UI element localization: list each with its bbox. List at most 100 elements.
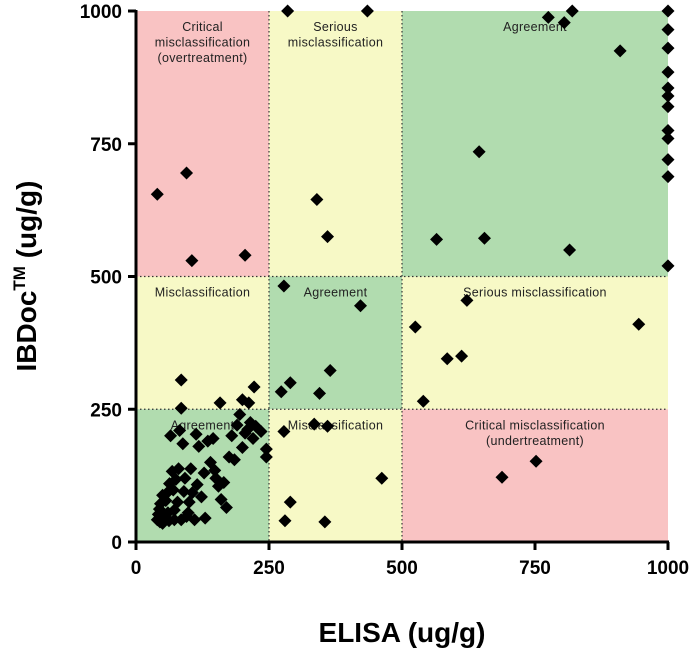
data-point xyxy=(477,231,491,245)
data-point xyxy=(190,478,204,492)
zone-dividers xyxy=(136,11,668,542)
data-point xyxy=(277,279,291,293)
data-point xyxy=(283,495,297,509)
data-point xyxy=(174,401,188,415)
zone-5 xyxy=(402,276,668,410)
zone-label: Serious misclassification xyxy=(463,286,607,300)
data-point xyxy=(472,145,486,159)
data-point xyxy=(238,248,252,262)
data-point xyxy=(661,131,675,145)
data-point xyxy=(661,259,675,273)
zone-label: Agreement xyxy=(304,286,368,300)
data-point xyxy=(176,437,190,451)
data-point xyxy=(242,396,256,410)
y-axis-title: IBDocTM (ug/g) xyxy=(10,181,42,372)
data-point xyxy=(661,170,675,184)
data-point xyxy=(217,476,231,490)
data-point xyxy=(460,293,474,307)
data-point xyxy=(318,515,332,529)
data-point xyxy=(150,187,164,201)
data-point xyxy=(180,166,194,180)
y-axis-title-superscript: TM xyxy=(10,266,29,291)
data-point xyxy=(281,4,295,18)
data-point xyxy=(249,419,263,433)
data-point xyxy=(274,385,288,399)
data-point xyxy=(227,453,241,467)
x-tick-label: 0 xyxy=(131,558,142,579)
zone-8 xyxy=(402,409,668,542)
x-tick-label: 1000 xyxy=(647,558,689,579)
data-point xyxy=(354,299,368,313)
data-point xyxy=(172,462,186,476)
data-point xyxy=(661,65,675,79)
data-point xyxy=(661,89,675,103)
data-point xyxy=(173,423,187,437)
data-point xyxy=(208,463,222,477)
zone-label: misclassification xyxy=(288,36,383,50)
data-point xyxy=(375,471,389,485)
y-tick-label: 750 xyxy=(90,135,122,156)
data-point xyxy=(181,506,195,520)
data-points xyxy=(150,4,675,530)
y-tick-label: 250 xyxy=(90,400,122,421)
zone-1 xyxy=(269,11,402,277)
data-point xyxy=(259,450,273,464)
data-point xyxy=(277,425,291,439)
data-point xyxy=(206,431,220,445)
zone-label: misclassification xyxy=(155,36,250,50)
data-point xyxy=(170,495,184,509)
data-point xyxy=(455,349,469,363)
zone-0 xyxy=(136,11,269,277)
data-point xyxy=(225,429,239,443)
data-point xyxy=(230,418,244,432)
data-point xyxy=(632,317,646,331)
data-point xyxy=(283,376,297,390)
data-point xyxy=(321,419,335,433)
y-tick-label: 0 xyxy=(111,533,122,554)
data-point xyxy=(529,454,543,468)
data-point xyxy=(661,4,675,18)
data-point xyxy=(188,513,202,527)
data-point xyxy=(233,408,247,422)
data-point xyxy=(416,394,430,408)
zone-3 xyxy=(136,276,269,410)
zone-labels: Criticalmisclassification(overtreatment)… xyxy=(155,20,607,448)
data-point xyxy=(323,363,337,377)
data-point xyxy=(178,471,192,485)
data-point xyxy=(185,254,199,268)
data-point xyxy=(613,44,627,58)
zone-label: Misclassification xyxy=(155,286,250,300)
x-tick-label: 500 xyxy=(386,558,418,579)
data-point xyxy=(174,373,188,387)
data-point xyxy=(219,500,233,514)
y-axis-title-unit: (ug/g) xyxy=(11,181,42,267)
data-point xyxy=(557,16,571,30)
data-point xyxy=(247,380,261,394)
data-point xyxy=(169,472,183,486)
data-point xyxy=(661,153,675,167)
zone-label: Serious xyxy=(313,20,357,34)
zone-label: Agreement xyxy=(171,418,235,432)
data-point xyxy=(235,440,249,454)
data-point xyxy=(184,462,198,476)
x-tick-label: 750 xyxy=(519,558,551,579)
data-point xyxy=(440,352,454,366)
tick-labels: 0 250 500 750 1000 0 250 500 750 1000 xyxy=(80,2,689,579)
data-point xyxy=(310,193,324,207)
x-tick-label: 250 xyxy=(253,558,285,579)
data-point xyxy=(259,442,273,456)
data-point xyxy=(321,230,335,244)
data-point xyxy=(565,4,579,18)
zone-label: (overtreatment) xyxy=(158,51,248,65)
data-point xyxy=(541,10,555,24)
data-point xyxy=(430,232,444,246)
data-point xyxy=(313,386,327,400)
data-point xyxy=(214,493,228,507)
y-tick-label: 1000 xyxy=(80,2,122,23)
data-point xyxy=(198,511,212,525)
data-point xyxy=(408,320,422,334)
data-point xyxy=(194,490,208,504)
data-point xyxy=(661,23,675,37)
y-axis-title-main: IBDoc xyxy=(11,291,42,372)
data-point xyxy=(661,123,675,137)
